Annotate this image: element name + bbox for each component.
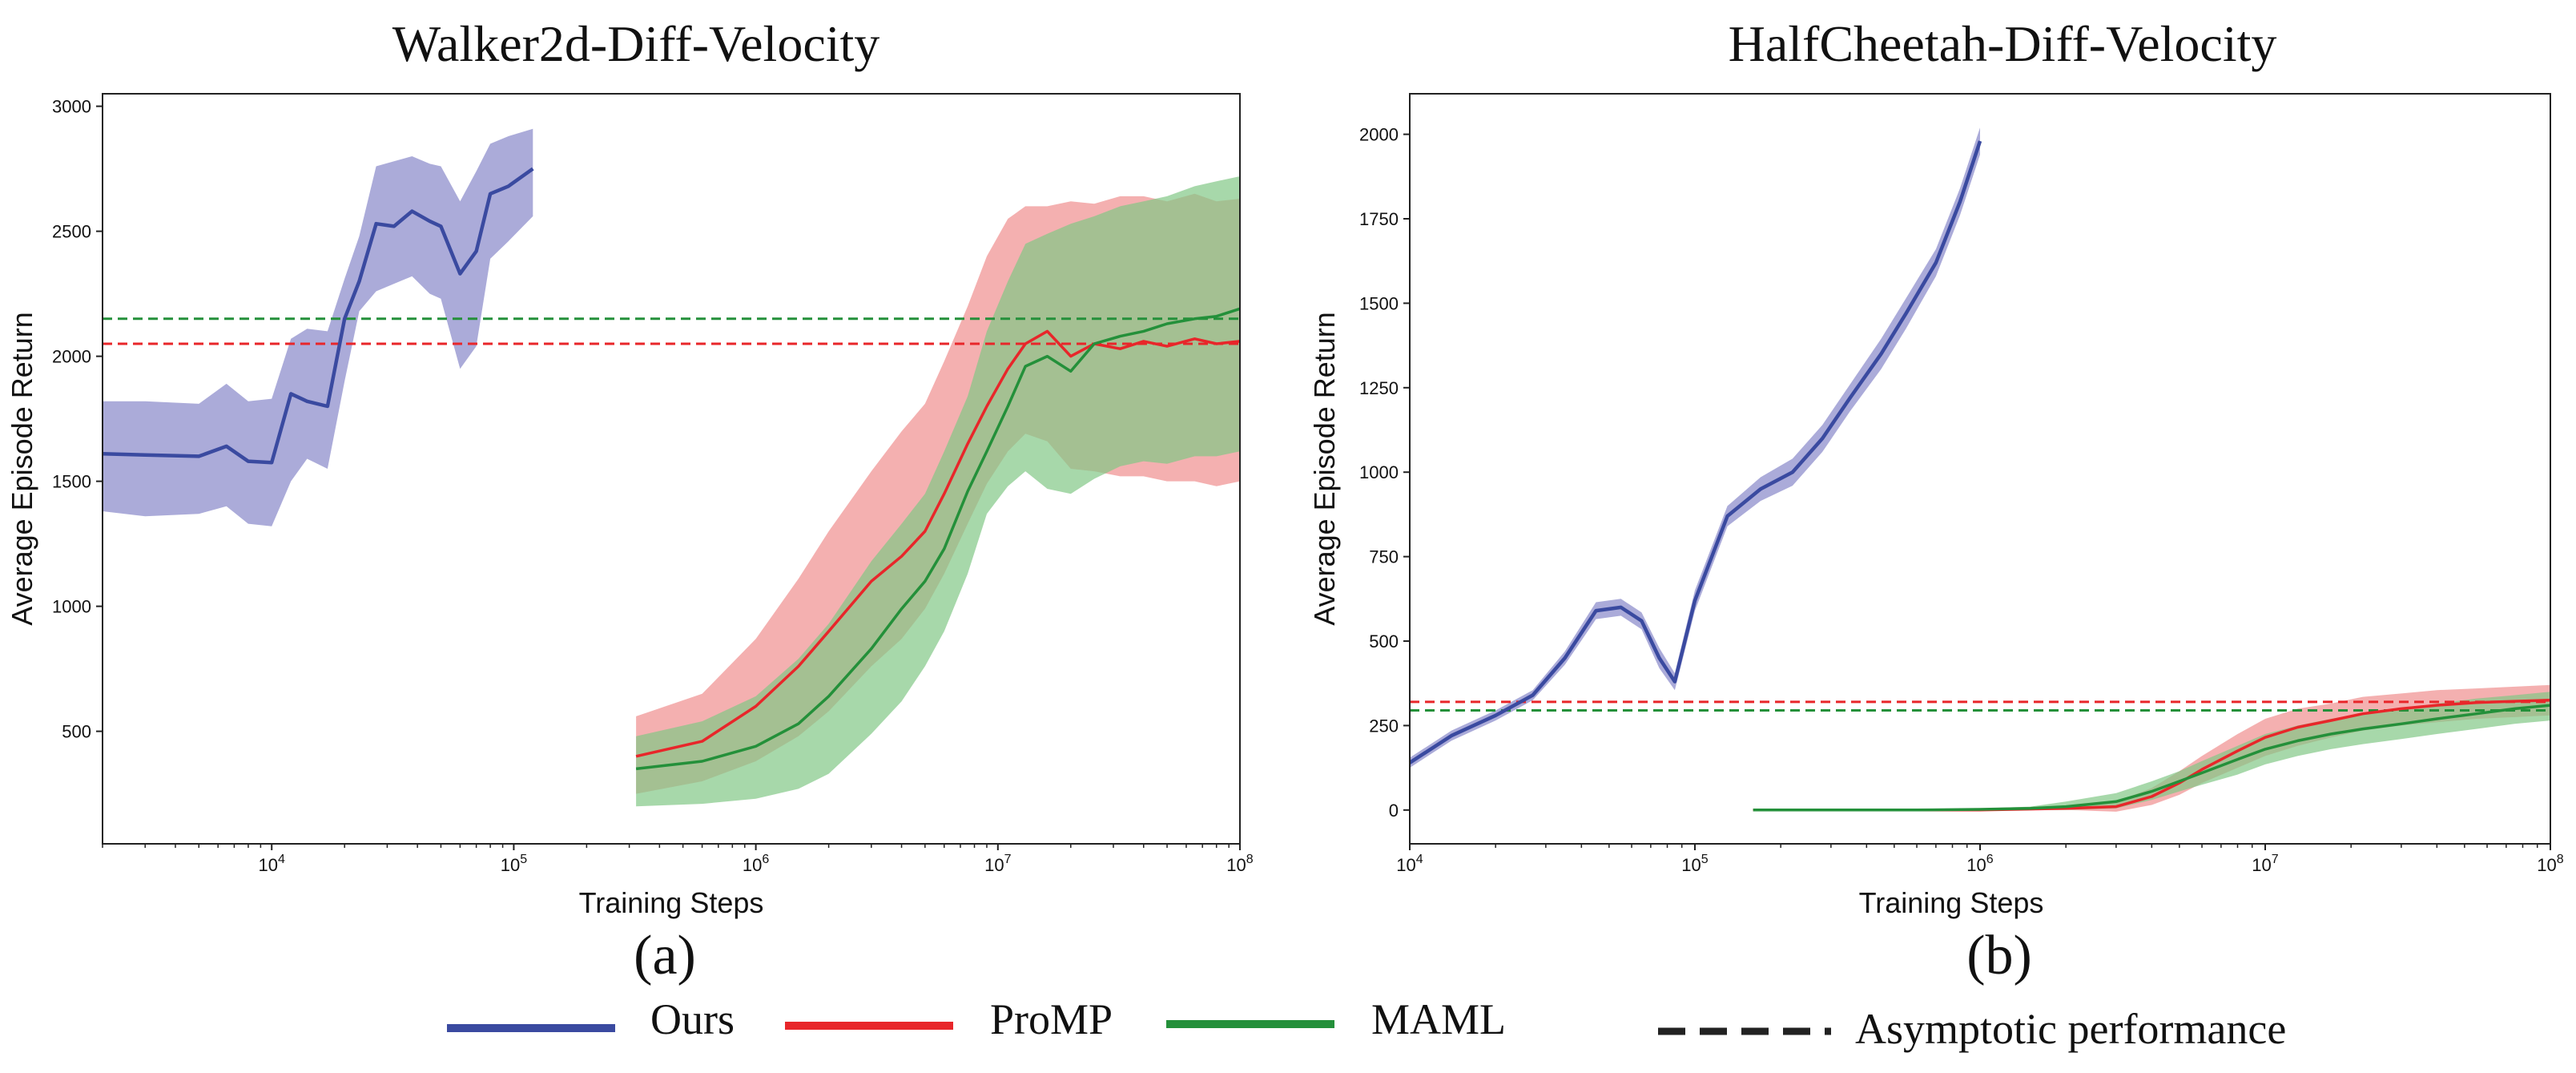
x-tick-label-b: 105 (1681, 853, 1708, 875)
plot-a-x-ticks: 104 105 106 107 108 (102, 844, 1254, 875)
y-tick-label-b: 750 (1369, 547, 1399, 567)
legend-promp-label: ProMP (990, 995, 1113, 1043)
line-ours-a (102, 167, 534, 465)
y-tick-label-b: 250 (1369, 716, 1399, 736)
plot-b-x-ticks: 104 105 106 107 108 (1396, 844, 2564, 875)
line-maml-b (1753, 704, 2551, 812)
panel-b: HalfCheetah-Diff-Velocity 0 250 500 750 1000… (1308, 15, 2564, 986)
panel-a: Walker2d-Diff-Velocity 500 1000 1500 2000 25… (6, 15, 1254, 986)
y-tick-label-b: 1000 (1359, 462, 1399, 482)
y-tick-label-a: 3000 (52, 97, 91, 117)
line-ours-b (1408, 140, 1982, 764)
y-tick-label-b: 1750 (1359, 209, 1399, 229)
x-tick-label-b: 108 (2537, 853, 2563, 875)
plot-b-x-label: Training Steps (1859, 886, 2044, 919)
y-tick-label-a: 1000 (52, 597, 91, 617)
y-tick-label-a: 500 (62, 722, 91, 742)
x-tick-label-a: 104 (259, 853, 285, 875)
y-tick-label-b: 2000 (1359, 125, 1399, 145)
band-ours-b (1410, 127, 1980, 768)
x-tick-label-a: 105 (501, 853, 527, 875)
band-ours-a (103, 128, 533, 526)
plot-a-x-label: Training Steps (579, 886, 764, 919)
legend-maml-label: MAML (1371, 995, 1506, 1043)
x-tick-label-b: 107 (2252, 853, 2278, 875)
band-maml-b (1753, 692, 2550, 812)
y-tick-label-b: 1250 (1359, 378, 1399, 398)
y-tick-label-b: 0 (1389, 801, 1399, 821)
legend-ours-label: Ours (650, 995, 735, 1043)
plot-a-y-ticks: 500 1000 1500 2000 2500 3000 (52, 97, 103, 742)
y-tick-label-a: 2000 (52, 347, 91, 367)
y-tick-label-a: 1500 (52, 472, 91, 492)
y-tick-label-b: 500 (1369, 631, 1399, 651)
plot-a-frame (102, 93, 1241, 845)
y-tick-label-b: 1500 (1359, 293, 1399, 313)
plot-a-area (102, 128, 1241, 807)
plot-b-y-label: Average Episode Return (1308, 312, 1341, 626)
x-tick-label-b: 104 (1396, 853, 1423, 875)
x-tick-label-a: 108 (1226, 853, 1253, 875)
x-tick-label-a: 106 (743, 853, 769, 875)
plot-b-y-ticks: 0 250 500 750 1000 1250 1500 1750 2000 (1359, 125, 1410, 821)
line-maml-a (635, 307, 1241, 771)
legend: Ours ProMP MAML Asymptotic performance (447, 995, 2286, 1053)
legend-asymptotic-label: Asymptotic performance (1855, 1005, 2286, 1053)
x-tick-label-a: 107 (984, 853, 1011, 875)
plot-b-area (1408, 127, 2551, 812)
plot-b-subcaption: (b) (1966, 925, 2032, 986)
plot-b-title: HalfCheetah-Diff-Velocity (1729, 15, 2277, 72)
y-tick-label-a: 2500 (52, 222, 91, 242)
band-maml-a (636, 176, 1240, 807)
plot-a-subcaption: (a) (634, 925, 696, 986)
line-promp-a (635, 329, 1241, 758)
x-tick-label-b: 106 (1966, 853, 1993, 875)
plot-a-title: Walker2d-Diff-Velocity (392, 15, 880, 72)
plot-a-y-label: Average Episode Return (6, 312, 38, 626)
